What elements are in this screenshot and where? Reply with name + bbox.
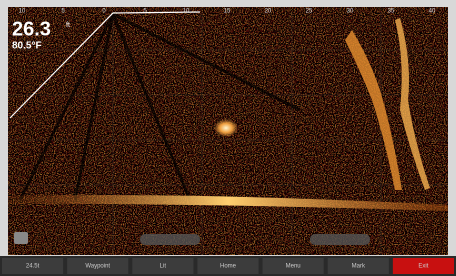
- gain-control[interactable]: [310, 234, 370, 245]
- range-label: 20: [265, 9, 272, 15]
- range-label: 10: [183, 9, 190, 15]
- softkey-label: Exit: [418, 264, 428, 270]
- range-label: 10: [19, 9, 26, 15]
- sonar-screen: 26.3 ft 80.5°F 1050510152025303540 24.5t…: [0, 0, 456, 276]
- view-button[interactable]: [14, 232, 28, 244]
- softkey-label: Home: [220, 264, 237, 270]
- range-label: 25: [306, 9, 313, 15]
- range-control[interactable]: [140, 234, 200, 245]
- softkey-label: 24.5t: [26, 264, 40, 270]
- softkey-label: Lit: [160, 264, 167, 270]
- softkey-label: Mark: [352, 264, 366, 270]
- softkey-label: Menu: [286, 264, 301, 270]
- range-label: 35: [388, 9, 395, 15]
- range-label: 15: [224, 9, 231, 15]
- temperature: 80.5°F: [12, 41, 42, 52]
- fish-target: [214, 119, 238, 137]
- depth-unit: ft: [66, 22, 70, 29]
- range-label: 40: [429, 9, 436, 15]
- range-label: 30: [347, 9, 354, 15]
- softkey-label: Waypoint: [85, 264, 110, 270]
- depth: 26.3: [12, 18, 51, 40]
